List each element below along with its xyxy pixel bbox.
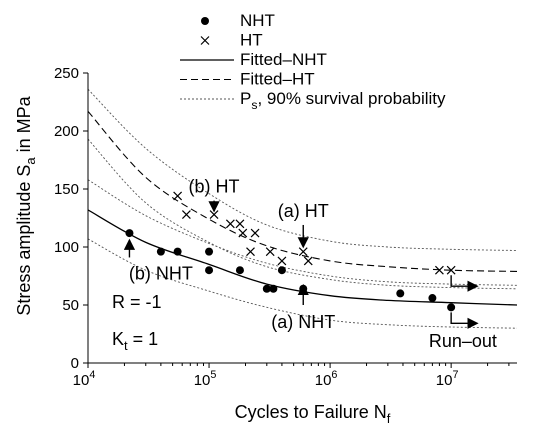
nht-point [235, 266, 244, 275]
axis-titles: Cycles to Failure Nf Stress amplitude Sa … [14, 95, 391, 426]
ht-point [265, 247, 275, 257]
condition-r: R = -1 [112, 292, 162, 312]
legend-label-fit_ht: Fitted–HT [240, 70, 315, 89]
nht-point [205, 247, 214, 256]
ht-point [181, 210, 191, 219]
y-tick-label: 50 [62, 297, 79, 314]
ht-point [298, 247, 308, 257]
nht-point [428, 294, 437, 303]
ht-point [209, 210, 219, 219]
x-axis-title: Cycles to Failure Nf [235, 402, 391, 426]
ht-point [225, 219, 235, 229]
nht-point [125, 229, 134, 238]
runout-arrow [450, 275, 479, 292]
annotation-b-ht: (b) HT [189, 176, 240, 196]
annotation-run-out: Run–out [429, 331, 497, 351]
legend-nht-marker [201, 17, 209, 25]
legend-label-ps: Ps, 90% survival probability [240, 89, 446, 112]
survival-curve-1 [88, 88, 517, 251]
ht-point [173, 191, 183, 201]
nht-point [205, 266, 214, 275]
legend-label-nht: NHT [240, 11, 275, 30]
y-tick-label: 150 [54, 181, 79, 198]
x-tick-label: 105 [194, 369, 217, 389]
survival-curve-4 [88, 238, 517, 329]
y-axis-title: Stress amplitude Sa in MPa [14, 95, 38, 315]
ht-point [446, 265, 456, 275]
nht-point [277, 266, 286, 275]
y-tick-label: 250 [54, 65, 79, 82]
annotation-a-nht: (a) NHT [271, 312, 335, 332]
nht-point [156, 247, 165, 256]
nht-point [269, 284, 278, 293]
y-tick-label: 200 [54, 123, 79, 140]
nht-point [396, 289, 405, 298]
curves [88, 88, 517, 329]
x-tick-label: 104 [73, 369, 96, 389]
ht-point [238, 228, 248, 238]
legend-label-fit_nht: Fitted–NHT [240, 50, 327, 69]
ht-point [277, 256, 287, 266]
ht-point [235, 219, 245, 229]
survival-curve-2 [88, 138, 517, 290]
ht-point [303, 256, 313, 266]
survival-curve-3 [88, 179, 517, 286]
nht-point [262, 284, 271, 293]
runout-arrow [450, 312, 479, 329]
nht-point [447, 303, 456, 312]
condition-kt: Kt = 1 [112, 329, 158, 353]
ht-point [250, 228, 260, 238]
legend-label-ht: HT [240, 31, 263, 50]
ht-point [434, 265, 444, 275]
legend-ht-marker [200, 36, 210, 45]
annotation-b-nht: (b) NHT [129, 263, 193, 283]
x-tick-label: 106 [315, 369, 338, 389]
y-tick-label: 0 [71, 355, 79, 372]
annotation-a-ht: (a) HT [278, 201, 329, 221]
x-tick-label: 107 [436, 369, 459, 389]
fitted-ht-curve [88, 110, 517, 272]
annotations: (b) HT (a) HT (b) NHT (a) NHT Run–out R = -1 K… [112, 176, 497, 353]
axes: 0 50 100 150 200 250 104 105 106 107 [54, 65, 517, 389]
ht-point [246, 247, 255, 257]
nht-point [173, 247, 182, 256]
fitted-nht-curve [88, 209, 517, 306]
y-tick-label: 100 [54, 239, 79, 256]
